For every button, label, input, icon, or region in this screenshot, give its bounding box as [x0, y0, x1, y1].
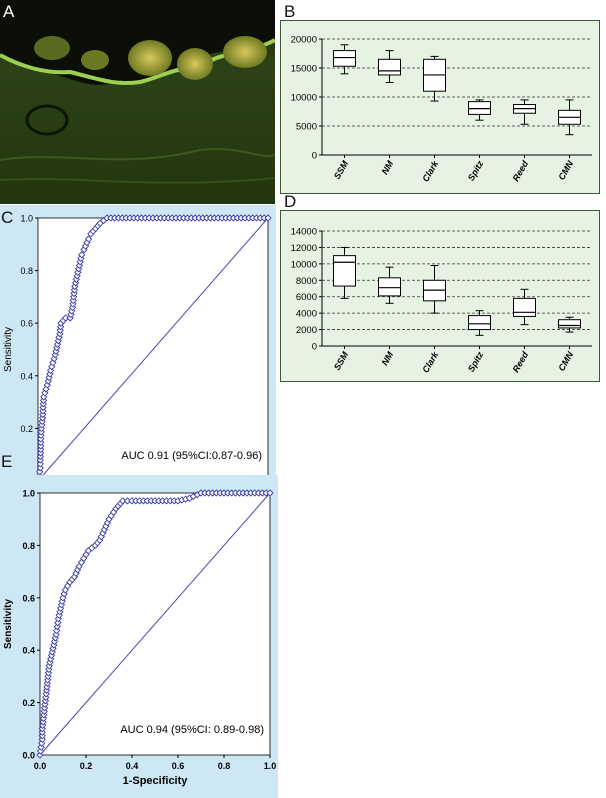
box-cmn — [558, 319, 581, 329]
y-tick-label: 5000 — [296, 122, 317, 133]
panel-label-c: C — [1, 208, 14, 227]
y-tick-label: 2000 — [296, 325, 317, 336]
y-tick-label: 0 — [312, 342, 317, 353]
x-tick-label: 0.0 — [34, 761, 47, 771]
box-reed — [513, 297, 536, 317]
y-tick-label: 1.0 — [20, 214, 33, 224]
reference-line — [37, 217, 269, 482]
y-tick-label: 10000 — [291, 93, 317, 104]
x-tick-label: 0.4 — [126, 761, 139, 771]
y-tick-label: 0.8 — [22, 541, 35, 551]
y-tick-label: 20000 — [291, 35, 317, 46]
roc-point — [84, 235, 93, 243]
box-ssm — [333, 50, 356, 67]
panel-label-a: A — [3, 2, 15, 21]
box-ssm — [333, 255, 356, 287]
y-tick-label: 0.0 — [22, 751, 35, 761]
plot-background — [280, 20, 600, 194]
box-nm — [378, 58, 401, 76]
y-tick-label: 10000 — [291, 259, 317, 270]
auc-annotation: AUC 0.91 (95%CI:0.87-0.96) — [121, 450, 262, 462]
roc-point — [266, 489, 274, 497]
y-tick-label: 1.0 — [22, 489, 35, 499]
y-tick-label: 0.6 — [22, 593, 35, 603]
x-tick-label: 0.6 — [172, 761, 185, 771]
panel-label-b: B — [284, 2, 296, 21]
y-tick-label: 15000 — [291, 64, 317, 75]
x-tick-label: 1.0 — [264, 761, 277, 771]
panel-label-d: D — [284, 192, 297, 211]
box-spitz — [468, 315, 491, 331]
y-axis-label: Sensitivity — [3, 327, 14, 372]
roc-point — [78, 251, 86, 259]
y-tick-label: 0.2 — [22, 698, 35, 708]
panel-label-e: E — [1, 452, 13, 471]
micrograph-image — [0, 0, 275, 204]
y-tick-label: 0.6 — [20, 319, 33, 329]
y-tick-label: 12000 — [291, 243, 317, 254]
x-axis-label: 1-Specificity — [123, 775, 189, 787]
x-tick-label: 0.2 — [80, 761, 93, 771]
y-tick-label: 0.4 — [22, 646, 35, 656]
x-tick-label: 0.8 — [218, 761, 231, 771]
y-tick-label: 0.4 — [20, 371, 33, 381]
roc-point — [36, 464, 44, 472]
y-axis-label: Sensitivity — [3, 599, 14, 649]
y-tick-label: 4000 — [296, 309, 317, 320]
roc-chart-e: 0.0 0.2 0.4 0.6 0.8 1.0 0.0 0.2 0.4 0.6 0.8 1.0 1-Sp… — [0, 475, 278, 798]
roc-point — [36, 460, 44, 468]
y-tick-label: 8000 — [296, 276, 317, 287]
auc-annotation: AUC 0.94 (95%CI: 0.89-0.98) — [120, 724, 264, 736]
reference-line — [39, 492, 271, 756]
y-tick-label: 0 — [312, 151, 317, 162]
y-tick-label: 6000 — [296, 292, 317, 303]
y-tick-label: 0.2 — [20, 424, 33, 434]
roc-point — [264, 214, 272, 222]
y-tick-label: 14000 — [291, 227, 317, 238]
y-tick-label: 0.8 — [20, 266, 33, 276]
box-nm — [378, 277, 401, 297]
